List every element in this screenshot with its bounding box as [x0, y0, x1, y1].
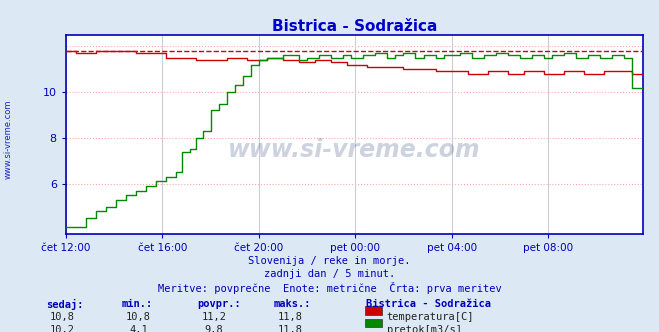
Text: 9,8: 9,8	[205, 325, 223, 332]
Text: 4,1: 4,1	[129, 325, 148, 332]
Text: Bistrica - Sodražica: Bistrica - Sodražica	[366, 299, 491, 309]
Text: 10,8: 10,8	[50, 312, 75, 322]
Text: 11,8: 11,8	[277, 312, 302, 322]
Text: 11,2: 11,2	[202, 312, 227, 322]
Text: sedaj:: sedaj:	[46, 299, 84, 310]
Text: maks.:: maks.:	[273, 299, 311, 309]
Text: Meritve: povprečne  Enote: metrične  Črta: prva meritev: Meritve: povprečne Enote: metrične Črta:…	[158, 282, 501, 293]
Text: temperatura[C]: temperatura[C]	[387, 312, 474, 322]
Text: 10,2: 10,2	[50, 325, 75, 332]
Text: www.si-vreme.com: www.si-vreme.com	[4, 100, 13, 179]
Text: povpr.:: povpr.:	[198, 299, 241, 309]
Text: zadnji dan / 5 minut.: zadnji dan / 5 minut.	[264, 269, 395, 279]
Text: Slovenija / reke in morje.: Slovenija / reke in morje.	[248, 256, 411, 266]
Text: min.:: min.:	[122, 299, 153, 309]
Text: www.si-vreme.com: www.si-vreme.com	[228, 138, 480, 162]
Text: 11,8: 11,8	[277, 325, 302, 332]
Text: 10,8: 10,8	[126, 312, 151, 322]
Text: pretok[m3/s]: pretok[m3/s]	[387, 325, 462, 332]
Title: Bistrica - Sodražica: Bistrica - Sodražica	[272, 19, 437, 34]
